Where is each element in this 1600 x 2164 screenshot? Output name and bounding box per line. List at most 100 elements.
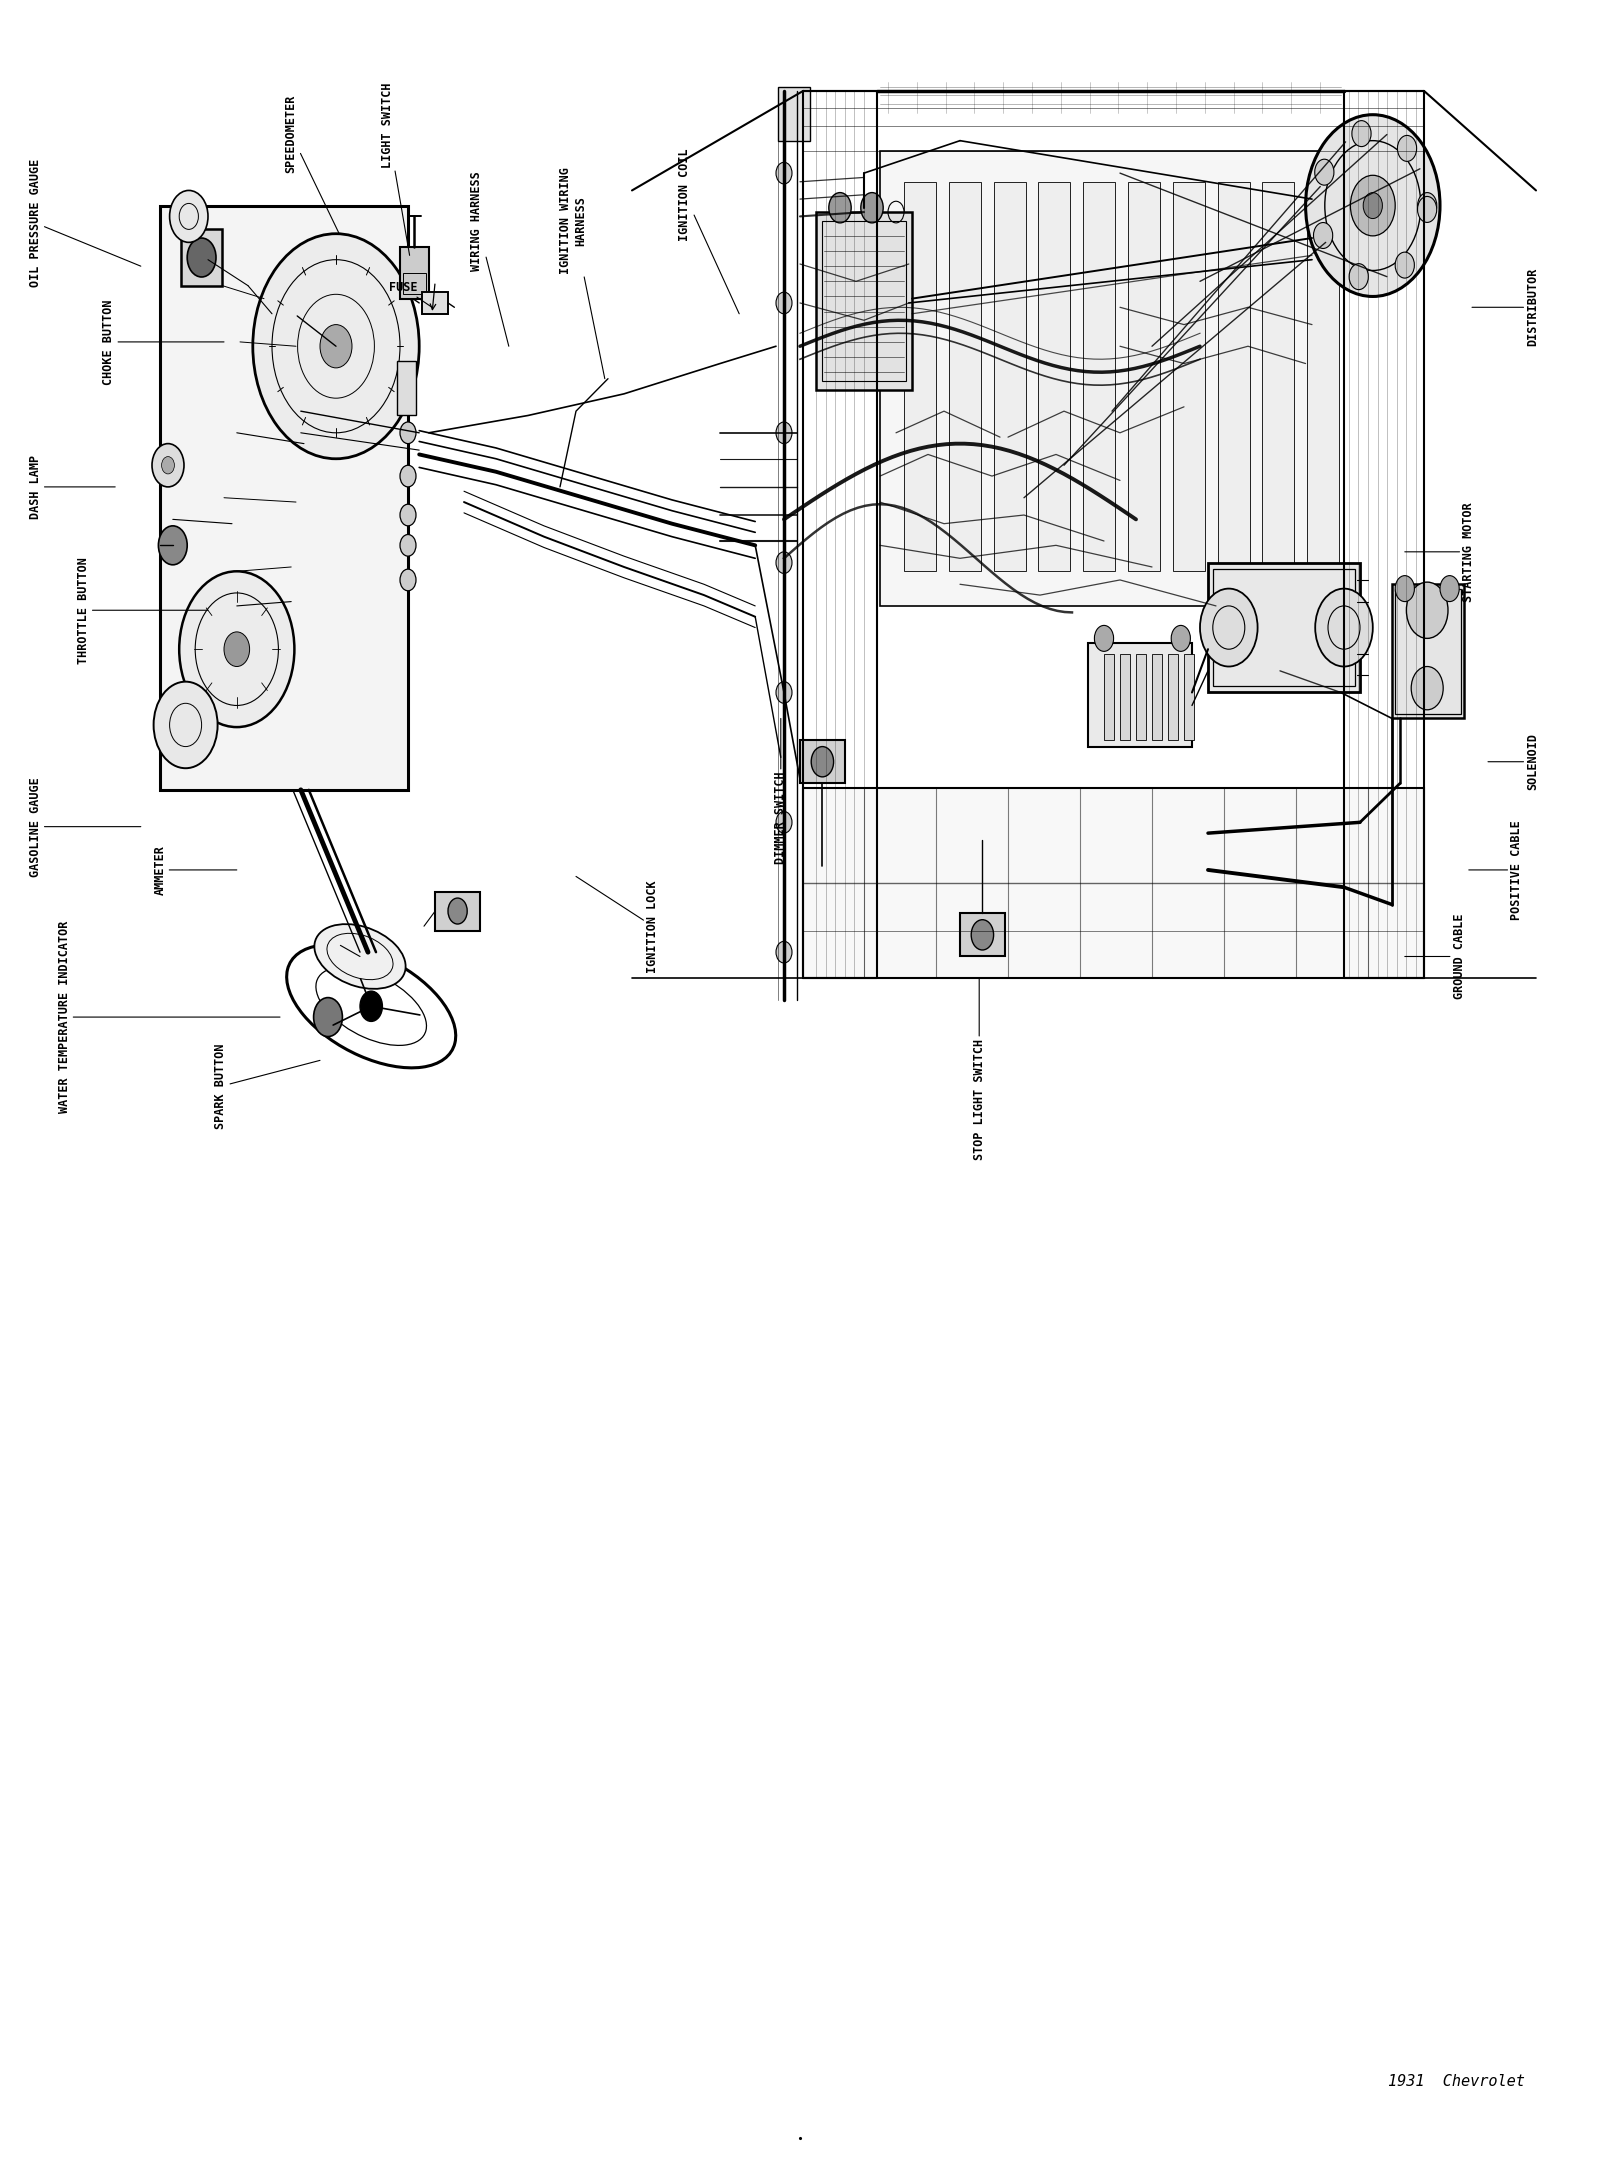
- Circle shape: [253, 234, 419, 459]
- Bar: [1120, 654, 1130, 740]
- Text: WIRING HARNESS: WIRING HARNESS: [470, 171, 509, 346]
- Bar: [904, 182, 936, 571]
- Circle shape: [1094, 625, 1114, 651]
- Circle shape: [829, 193, 851, 223]
- Circle shape: [400, 535, 416, 556]
- Bar: [1307, 182, 1339, 571]
- Circle shape: [776, 552, 792, 573]
- Circle shape: [776, 162, 792, 184]
- Circle shape: [1171, 625, 1190, 651]
- Circle shape: [776, 812, 792, 833]
- Bar: [1213, 569, 1355, 686]
- Bar: [181, 229, 222, 286]
- Circle shape: [1350, 175, 1395, 236]
- Ellipse shape: [314, 924, 406, 989]
- Circle shape: [400, 504, 416, 526]
- Bar: [1184, 654, 1194, 740]
- Text: STOP LIGHT SWITCH: STOP LIGHT SWITCH: [973, 978, 986, 1160]
- Bar: [960, 913, 1005, 956]
- Bar: [1083, 182, 1115, 571]
- Bar: [1392, 584, 1464, 718]
- Bar: [1218, 182, 1250, 571]
- Text: FUSE: FUSE: [389, 281, 432, 307]
- Circle shape: [1440, 576, 1459, 602]
- Text: THROTTLE BUTTON: THROTTLE BUTTON: [77, 556, 208, 664]
- Circle shape: [152, 444, 184, 487]
- Text: DISTRIBUTOR: DISTRIBUTOR: [1472, 268, 1539, 346]
- Bar: [397, 361, 416, 415]
- Text: 1931  Chevrolet: 1931 Chevrolet: [1387, 2075, 1525, 2088]
- Bar: [1152, 654, 1162, 740]
- Circle shape: [1315, 589, 1373, 667]
- Text: DIMMER SWITCH: DIMMER SWITCH: [774, 718, 787, 863]
- Text: SPEEDOMETER: SPEEDOMETER: [285, 95, 339, 234]
- Circle shape: [776, 422, 792, 444]
- Text: GASOLINE GAUGE: GASOLINE GAUGE: [29, 777, 141, 876]
- Circle shape: [1395, 253, 1414, 279]
- Bar: [1168, 654, 1178, 740]
- Bar: [1088, 643, 1192, 747]
- Bar: [778, 87, 810, 141]
- Text: SOLENOID: SOLENOID: [1488, 734, 1539, 790]
- Bar: [1136, 654, 1146, 740]
- Circle shape: [861, 193, 883, 223]
- Circle shape: [1411, 667, 1443, 710]
- Circle shape: [1352, 121, 1371, 147]
- Bar: [160, 206, 408, 790]
- Text: LIGHT SWITCH: LIGHT SWITCH: [381, 82, 410, 255]
- Circle shape: [1349, 264, 1368, 290]
- Bar: [800, 740, 845, 783]
- Circle shape: [400, 569, 416, 591]
- Circle shape: [224, 632, 250, 667]
- Circle shape: [314, 998, 342, 1037]
- Circle shape: [971, 920, 994, 950]
- Circle shape: [360, 991, 382, 1021]
- Circle shape: [162, 457, 174, 474]
- Bar: [1128, 182, 1160, 571]
- Text: AMMETER: AMMETER: [154, 844, 237, 896]
- Text: IGNITION COIL: IGNITION COIL: [678, 149, 739, 314]
- Circle shape: [187, 238, 216, 277]
- Bar: [803, 788, 1424, 978]
- Text: OIL PRESSURE GAUGE: OIL PRESSURE GAUGE: [29, 158, 141, 288]
- Bar: [880, 151, 1328, 606]
- Circle shape: [1418, 197, 1437, 223]
- Circle shape: [776, 941, 792, 963]
- Bar: [1395, 589, 1461, 714]
- Circle shape: [1314, 223, 1333, 249]
- Bar: [400, 247, 429, 299]
- Bar: [422, 292, 448, 314]
- Text: IGNITION WIRING
HARNESS: IGNITION WIRING HARNESS: [558, 167, 605, 379]
- Text: IGNITION LOCK: IGNITION LOCK: [576, 876, 659, 972]
- Circle shape: [179, 571, 294, 727]
- Circle shape: [776, 682, 792, 703]
- Bar: [435, 892, 480, 931]
- Circle shape: [1406, 582, 1448, 638]
- Bar: [1173, 182, 1205, 571]
- Circle shape: [158, 526, 187, 565]
- Circle shape: [320, 325, 352, 368]
- Circle shape: [1395, 576, 1414, 602]
- Text: DASH LAMP: DASH LAMP: [29, 454, 115, 519]
- Text: SPARK BUTTON: SPARK BUTTON: [214, 1043, 320, 1130]
- Bar: [816, 212, 912, 390]
- Bar: [822, 221, 906, 381]
- Bar: [1208, 563, 1360, 692]
- Circle shape: [400, 465, 416, 487]
- Circle shape: [1306, 115, 1440, 296]
- Text: CHOKE BUTTON: CHOKE BUTTON: [102, 299, 224, 385]
- Circle shape: [448, 898, 467, 924]
- Bar: [994, 182, 1026, 571]
- Bar: [1038, 182, 1070, 571]
- Text: POSITIVE CABLE: POSITIVE CABLE: [1469, 820, 1523, 920]
- Bar: [1104, 654, 1114, 740]
- Circle shape: [1418, 193, 1437, 219]
- Bar: [403, 273, 426, 294]
- Circle shape: [1363, 193, 1382, 219]
- Circle shape: [1200, 589, 1258, 667]
- Circle shape: [154, 682, 218, 768]
- Text: GROUND CABLE: GROUND CABLE: [1405, 913, 1466, 1000]
- Bar: [1262, 182, 1294, 571]
- Text: WATER TEMPERATURE INDICATOR: WATER TEMPERATURE INDICATOR: [58, 922, 280, 1112]
- Bar: [949, 182, 981, 571]
